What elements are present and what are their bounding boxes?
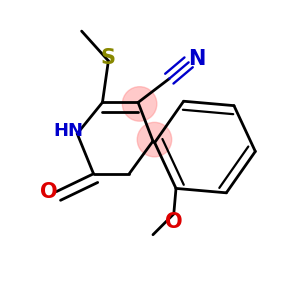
Text: O: O: [165, 212, 183, 232]
Text: O: O: [40, 182, 58, 202]
Circle shape: [137, 122, 172, 157]
Circle shape: [122, 87, 157, 121]
Text: S: S: [101, 49, 116, 68]
Text: N: N: [188, 49, 206, 69]
Text: HN: HN: [53, 122, 83, 140]
